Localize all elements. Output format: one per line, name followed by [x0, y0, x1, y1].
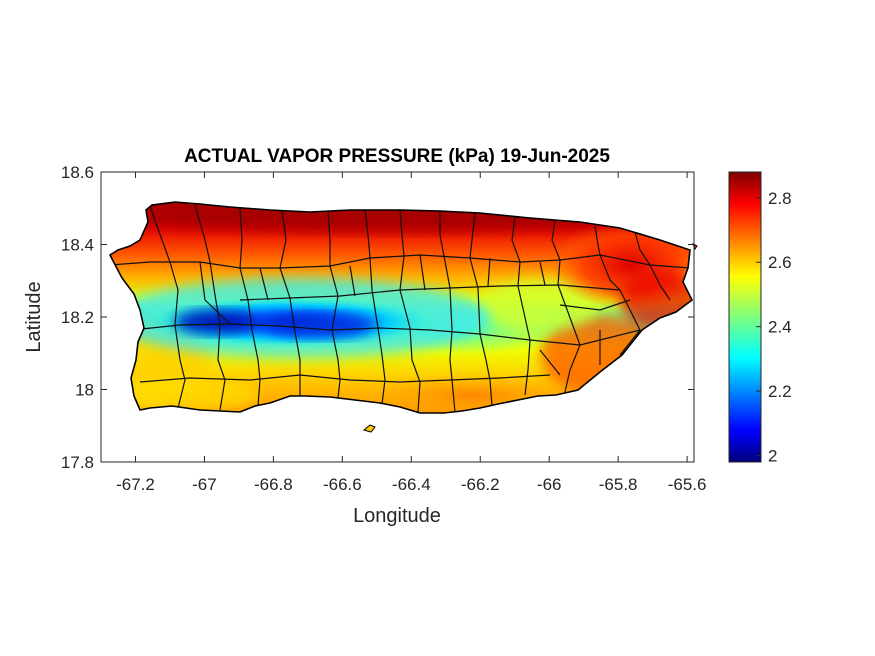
- colorbar-gradient: [728, 171, 762, 463]
- y-axis-ticks: 17.8 18 18.2 18.4 18.6: [61, 163, 694, 472]
- x-tick-label: -67: [192, 475, 217, 494]
- y-tick-label: 18.6: [61, 163, 94, 182]
- y-axis-label: Latitude: [23, 281, 45, 352]
- x-tick-label: -65.6: [668, 475, 707, 494]
- colorbar-tick-label: 2.6: [768, 253, 792, 272]
- y-tick-label: 18: [75, 381, 94, 400]
- y-tick-label: 18.4: [61, 236, 94, 255]
- colorbar-tick-label: 2.8: [768, 189, 792, 208]
- colorbar-tick-label: 2.2: [768, 382, 792, 401]
- x-axis-label: Longitude: [353, 505, 441, 527]
- municipality-boundaries: [110, 204, 691, 413]
- x-tick-label: -66: [537, 475, 562, 494]
- chart-title: ACTUAL VAPOR PRESSURE (kPa) 19-Jun-2025: [184, 146, 610, 167]
- x-tick-label: -65.8: [599, 475, 638, 494]
- map-plot-area: [101, 172, 698, 462]
- x-axis-ticks: -67.2 -67 -66.8 -66.6 -66.4 -66.2 -66 -65.8 -65.…: [116, 172, 706, 494]
- x-tick-label: -66.4: [392, 475, 431, 494]
- x-tick-label: -66.6: [323, 475, 362, 494]
- caja-de-muertos-island: [362, 424, 376, 433]
- colorbar-tick-label: 2: [768, 447, 777, 466]
- x-tick-label: -67.2: [116, 475, 155, 494]
- y-tick-label: 17.8: [61, 453, 94, 472]
- x-tick-label: -66.8: [254, 475, 293, 494]
- colorbar-ticks: 2 2.2 2.4 2.6 2.8: [756, 189, 792, 466]
- colorbar: 2 2.2 2.4 2.6 2.8: [728, 171, 792, 466]
- colorbar-tick-label: 2.4: [768, 318, 792, 337]
- x-tick-label: -66.2: [461, 475, 500, 494]
- y-tick-label: 18.2: [61, 308, 94, 327]
